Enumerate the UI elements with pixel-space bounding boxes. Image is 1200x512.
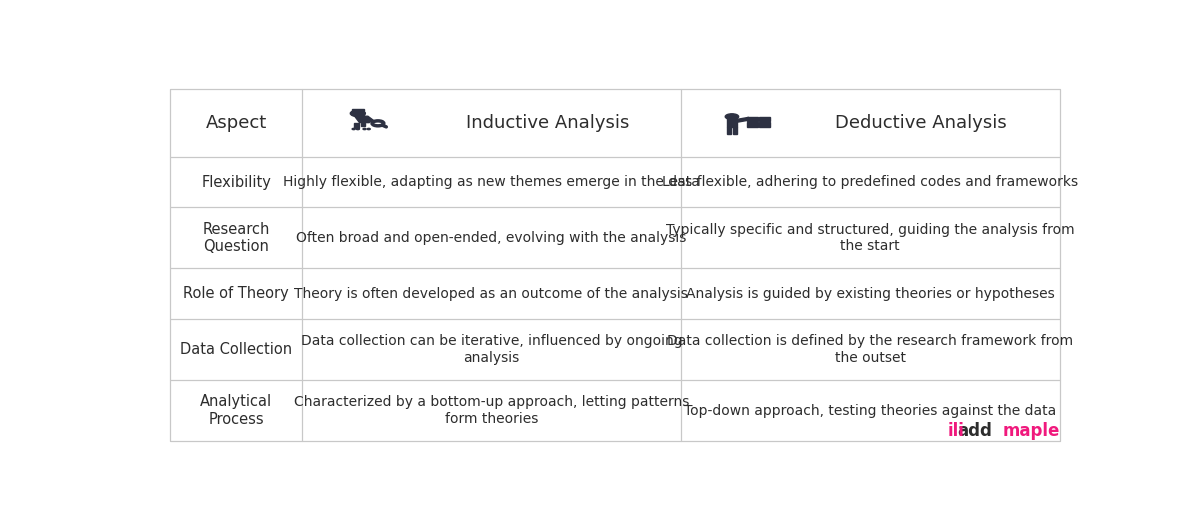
Bar — [680, 268, 1060, 319]
Bar — [302, 157, 680, 207]
Bar — [302, 268, 680, 319]
Text: Research
Question: Research Question — [203, 222, 270, 254]
Text: Often broad and open-ended, evolving with the analysis: Often broad and open-ended, evolving wit… — [296, 231, 686, 245]
Circle shape — [350, 110, 365, 117]
Polygon shape — [737, 117, 749, 122]
Text: Characterized by a bottom-up approach, letting patterns
form theories: Characterized by a bottom-up approach, l… — [294, 395, 689, 425]
Text: Inductive Analysis: Inductive Analysis — [466, 114, 629, 132]
Bar — [733, 126, 737, 134]
Circle shape — [356, 129, 359, 130]
Text: ili: ili — [948, 422, 965, 440]
Circle shape — [364, 129, 366, 130]
Bar — [748, 122, 758, 126]
Bar — [170, 207, 302, 268]
Text: Theory is often developed as an outcome of the analysis: Theory is often developed as an outcome … — [294, 287, 689, 301]
Text: Analysis is guided by existing theories or hypotheses: Analysis is guided by existing theories … — [685, 287, 1055, 301]
Text: Role of Theory: Role of Theory — [184, 286, 289, 301]
Circle shape — [352, 129, 355, 130]
Bar — [760, 122, 770, 126]
Text: Data collection can be iterative, influenced by ongoing
analysis: Data collection can be iterative, influe… — [301, 334, 683, 365]
Bar — [354, 123, 359, 127]
Bar — [680, 380, 1060, 441]
Bar — [302, 207, 680, 268]
Bar — [680, 319, 1060, 380]
Bar — [302, 89, 680, 157]
Text: Typically specific and structured, guiding the analysis from
the start: Typically specific and structured, guidi… — [666, 223, 1074, 253]
Text: Aspect: Aspect — [205, 114, 266, 132]
Bar — [170, 157, 302, 207]
Bar — [748, 117, 758, 121]
Text: Analytical
Process: Analytical Process — [200, 394, 272, 426]
Bar — [352, 109, 364, 111]
Bar — [170, 89, 1060, 441]
Bar — [727, 126, 731, 134]
Bar — [727, 117, 737, 126]
Bar — [170, 380, 302, 441]
Text: Top-down approach, testing theories against the data: Top-down approach, testing theories agai… — [684, 403, 1056, 418]
Text: Less flexible, adhering to predefined codes and frameworks: Less flexible, adhering to predefined co… — [662, 175, 1079, 189]
Polygon shape — [362, 116, 374, 122]
Bar — [170, 89, 302, 157]
Bar — [170, 268, 302, 319]
Text: Highly flexible, adapting as new themes emerge in the data: Highly flexible, adapting as new themes … — [283, 175, 700, 189]
Circle shape — [367, 129, 371, 130]
Bar — [680, 157, 1060, 207]
Bar — [680, 207, 1060, 268]
Text: add: add — [958, 422, 992, 440]
Text: maple: maple — [1002, 422, 1060, 440]
Polygon shape — [353, 114, 370, 123]
Text: Flexibility: Flexibility — [202, 175, 271, 189]
Bar — [302, 319, 680, 380]
Bar — [361, 123, 365, 126]
Text: Data collection is defined by the research framework from
the outset: Data collection is defined by the resear… — [667, 334, 1073, 365]
Text: Deductive Analysis: Deductive Analysis — [835, 114, 1007, 132]
Bar — [302, 380, 680, 441]
Bar — [760, 117, 770, 121]
Bar — [170, 319, 302, 380]
Circle shape — [725, 114, 739, 119]
Bar — [680, 89, 1060, 157]
Text: Data Collection: Data Collection — [180, 342, 293, 357]
